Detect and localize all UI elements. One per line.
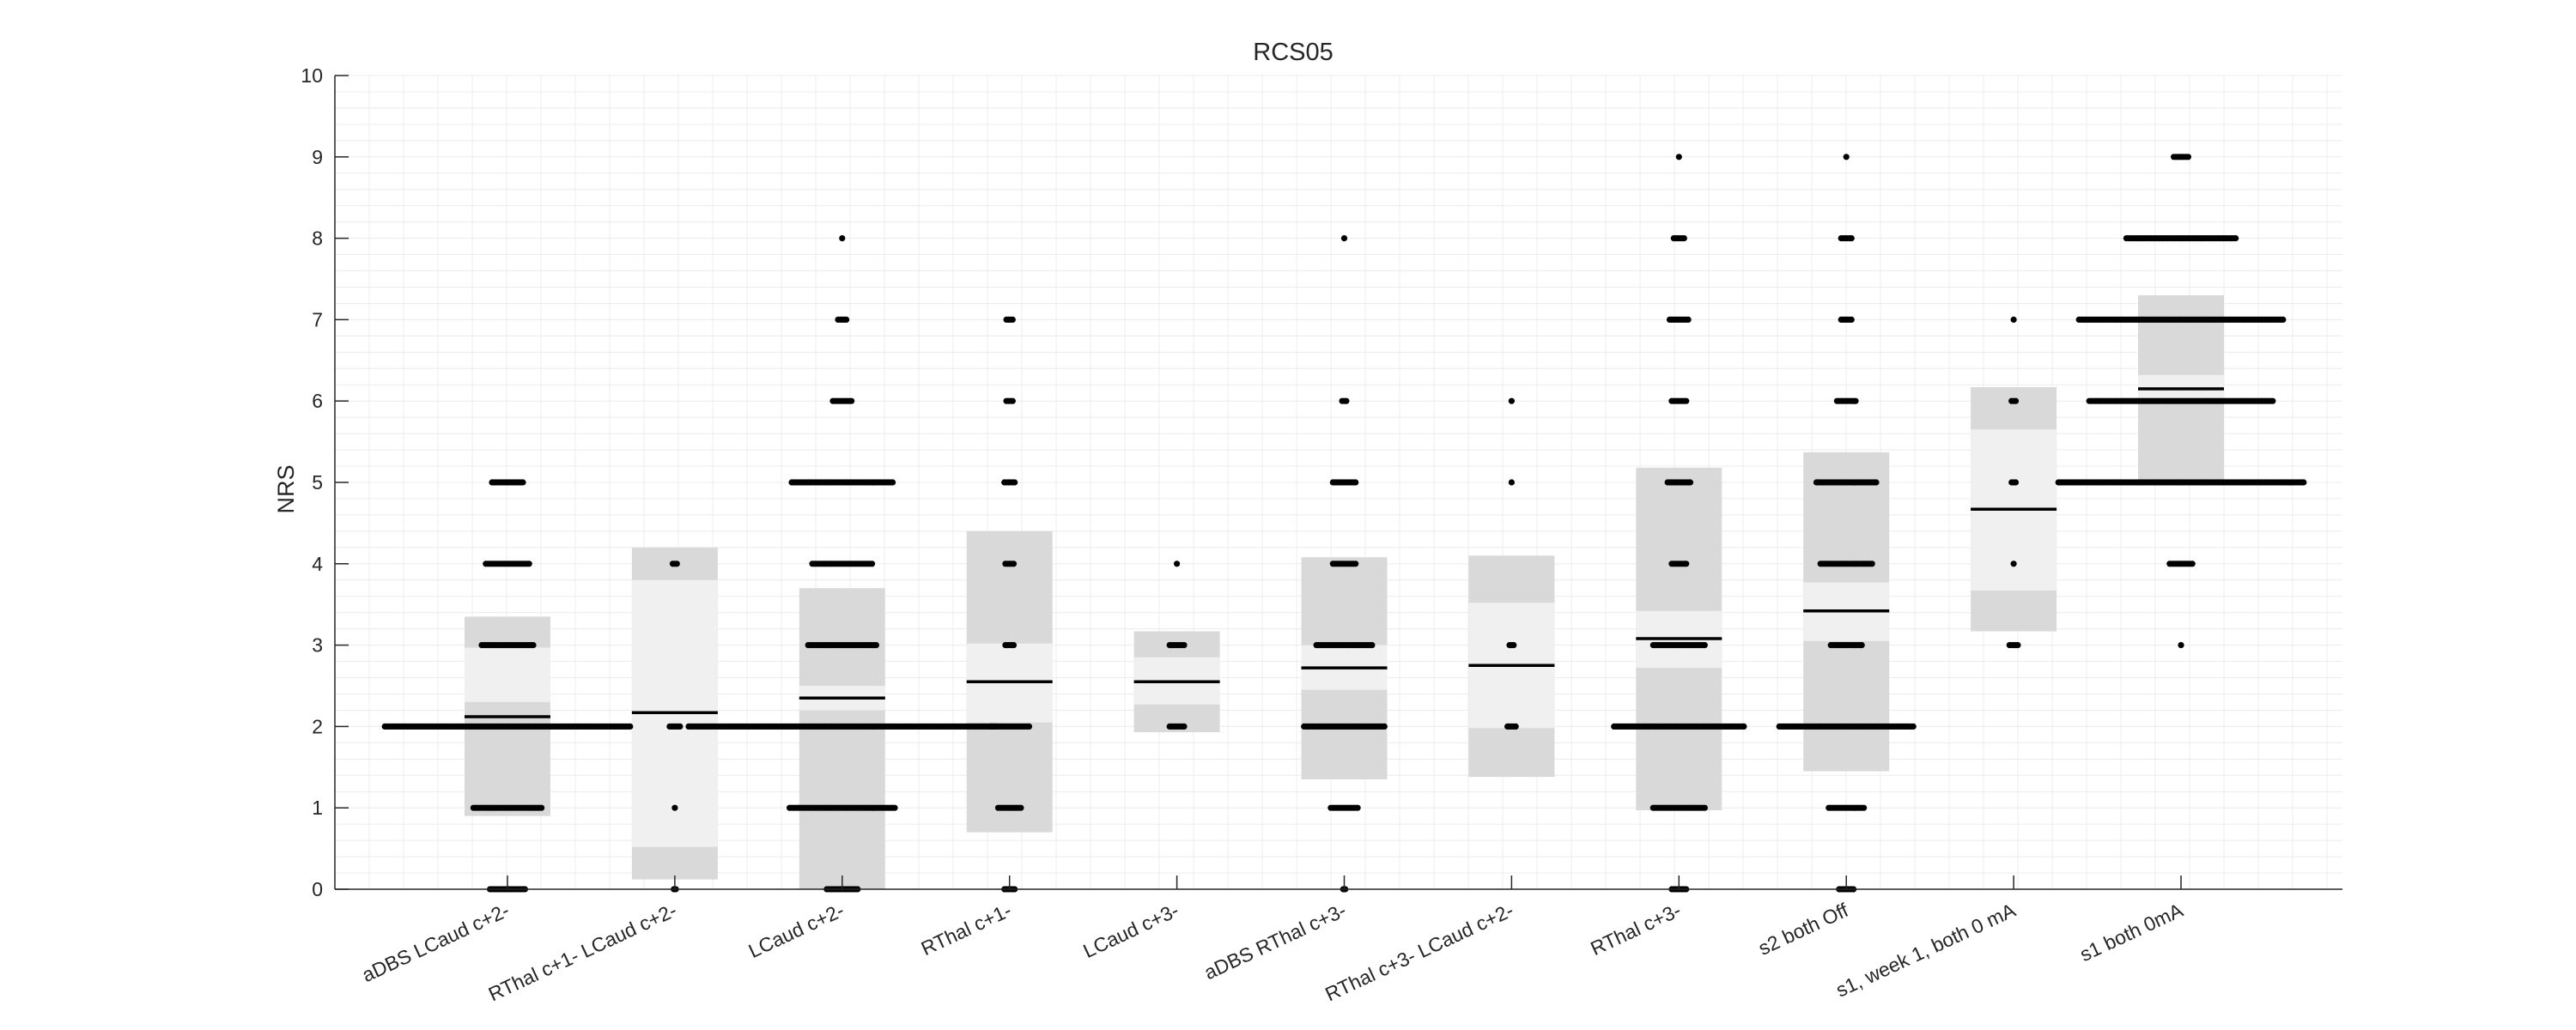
y-tick-label: 2 xyxy=(312,715,323,737)
data-point xyxy=(869,560,876,567)
x-tick-label: s1, week 1, both 0 mA xyxy=(1832,899,2020,1002)
y-tick-label: 9 xyxy=(312,146,323,168)
data-point xyxy=(526,560,532,567)
data-point xyxy=(1683,560,1690,567)
y-tick-label: 5 xyxy=(312,471,323,494)
data-point xyxy=(2269,397,2276,404)
data-point xyxy=(2184,154,2191,161)
data-point xyxy=(839,235,846,242)
y-tick-label: 7 xyxy=(312,308,323,330)
data-point xyxy=(519,479,526,486)
data-point xyxy=(1009,397,1016,404)
data-point xyxy=(1510,642,1517,649)
sem-box xyxy=(465,647,550,702)
y-axis-label: NRS xyxy=(273,464,299,513)
data-point xyxy=(1910,723,1917,730)
y-tick-label: 3 xyxy=(312,634,323,657)
data-point xyxy=(2280,316,2287,323)
data-point xyxy=(1686,479,1694,486)
point-layer xyxy=(381,154,2307,893)
x-tick-label: aDBS RThal c+3- xyxy=(1200,899,1349,984)
data-point xyxy=(2012,479,2020,486)
data-point xyxy=(1701,804,1708,811)
x-tick-label: RThal c+1- xyxy=(918,899,1015,960)
data-point xyxy=(627,723,634,730)
data-point xyxy=(890,479,896,486)
data-point xyxy=(1508,397,1515,404)
data-point xyxy=(1675,154,1682,161)
data-point xyxy=(2014,642,2021,649)
x-tick-label: s2 both Off xyxy=(1755,899,1852,960)
x-tick-label: s1 both 0mA xyxy=(2076,899,2187,966)
data-point xyxy=(2178,642,2184,649)
y-tick-label: 10 xyxy=(301,64,323,87)
data-point xyxy=(1848,316,1855,323)
data-point xyxy=(1701,642,1708,649)
data-point xyxy=(1683,397,1690,404)
data-point xyxy=(677,723,683,730)
data-point xyxy=(1852,397,1859,404)
data-point xyxy=(1352,479,1359,486)
data-point xyxy=(1685,316,1692,323)
data-point xyxy=(1868,560,1875,567)
data-point xyxy=(1025,723,1033,730)
data-point xyxy=(1512,723,1519,730)
data-point xyxy=(1369,642,1376,649)
x-tick-label: RThal c+3- xyxy=(1587,899,1684,960)
data-point xyxy=(1680,235,1687,242)
x-tick-label: LCaud c+3- xyxy=(1079,899,1182,962)
data-point xyxy=(1343,397,1350,404)
x-tick-label: aDBS LCaud c+2- xyxy=(359,899,513,986)
data-point xyxy=(1843,154,1850,161)
data-point xyxy=(1508,479,1515,486)
data-point xyxy=(1181,642,1188,649)
data-point xyxy=(1861,804,1868,811)
x-tick-label: LCaud c+2- xyxy=(745,899,848,962)
data-point xyxy=(1340,235,1348,242)
data-point xyxy=(1741,723,1747,730)
data-point xyxy=(1010,560,1018,567)
data-point xyxy=(1018,804,1024,811)
data-point xyxy=(1873,479,1880,486)
data-point xyxy=(2012,397,2020,404)
data-point xyxy=(671,804,678,811)
data-point xyxy=(1381,723,1388,730)
data-point xyxy=(848,397,855,404)
x-tick-label: RThal c+3- LCaud c+2- xyxy=(1321,899,1516,1005)
y-tick-label: 6 xyxy=(312,390,323,412)
data-point xyxy=(1009,316,1016,323)
data-point xyxy=(2010,560,2017,567)
y-tick-label: 8 xyxy=(312,227,323,250)
x-tick-label: RThal c+1- LCaud c+2- xyxy=(485,899,680,1005)
y-tick-label: 0 xyxy=(312,878,323,900)
data-point xyxy=(2300,479,2307,486)
data-point xyxy=(1858,642,1865,649)
data-point xyxy=(1848,235,1855,242)
data-point xyxy=(1352,560,1359,567)
data-point xyxy=(872,642,879,649)
data-point xyxy=(891,804,898,811)
chart-title: RCS05 xyxy=(1253,39,1334,66)
data-point xyxy=(530,642,537,649)
data-point xyxy=(2233,235,2239,242)
data-point xyxy=(2189,560,2196,567)
data-point xyxy=(538,804,545,811)
data-point xyxy=(1354,804,1361,811)
data-point xyxy=(1012,479,1018,486)
y-tick-label: 4 xyxy=(312,553,323,575)
data-point xyxy=(1181,723,1188,730)
data-point xyxy=(1174,560,1181,567)
y-tick-label: 1 xyxy=(312,797,323,819)
data-point xyxy=(843,316,850,323)
sd-box xyxy=(799,588,885,889)
data-point xyxy=(1010,642,1018,649)
data-point xyxy=(2010,316,2017,323)
data-point xyxy=(673,560,680,567)
